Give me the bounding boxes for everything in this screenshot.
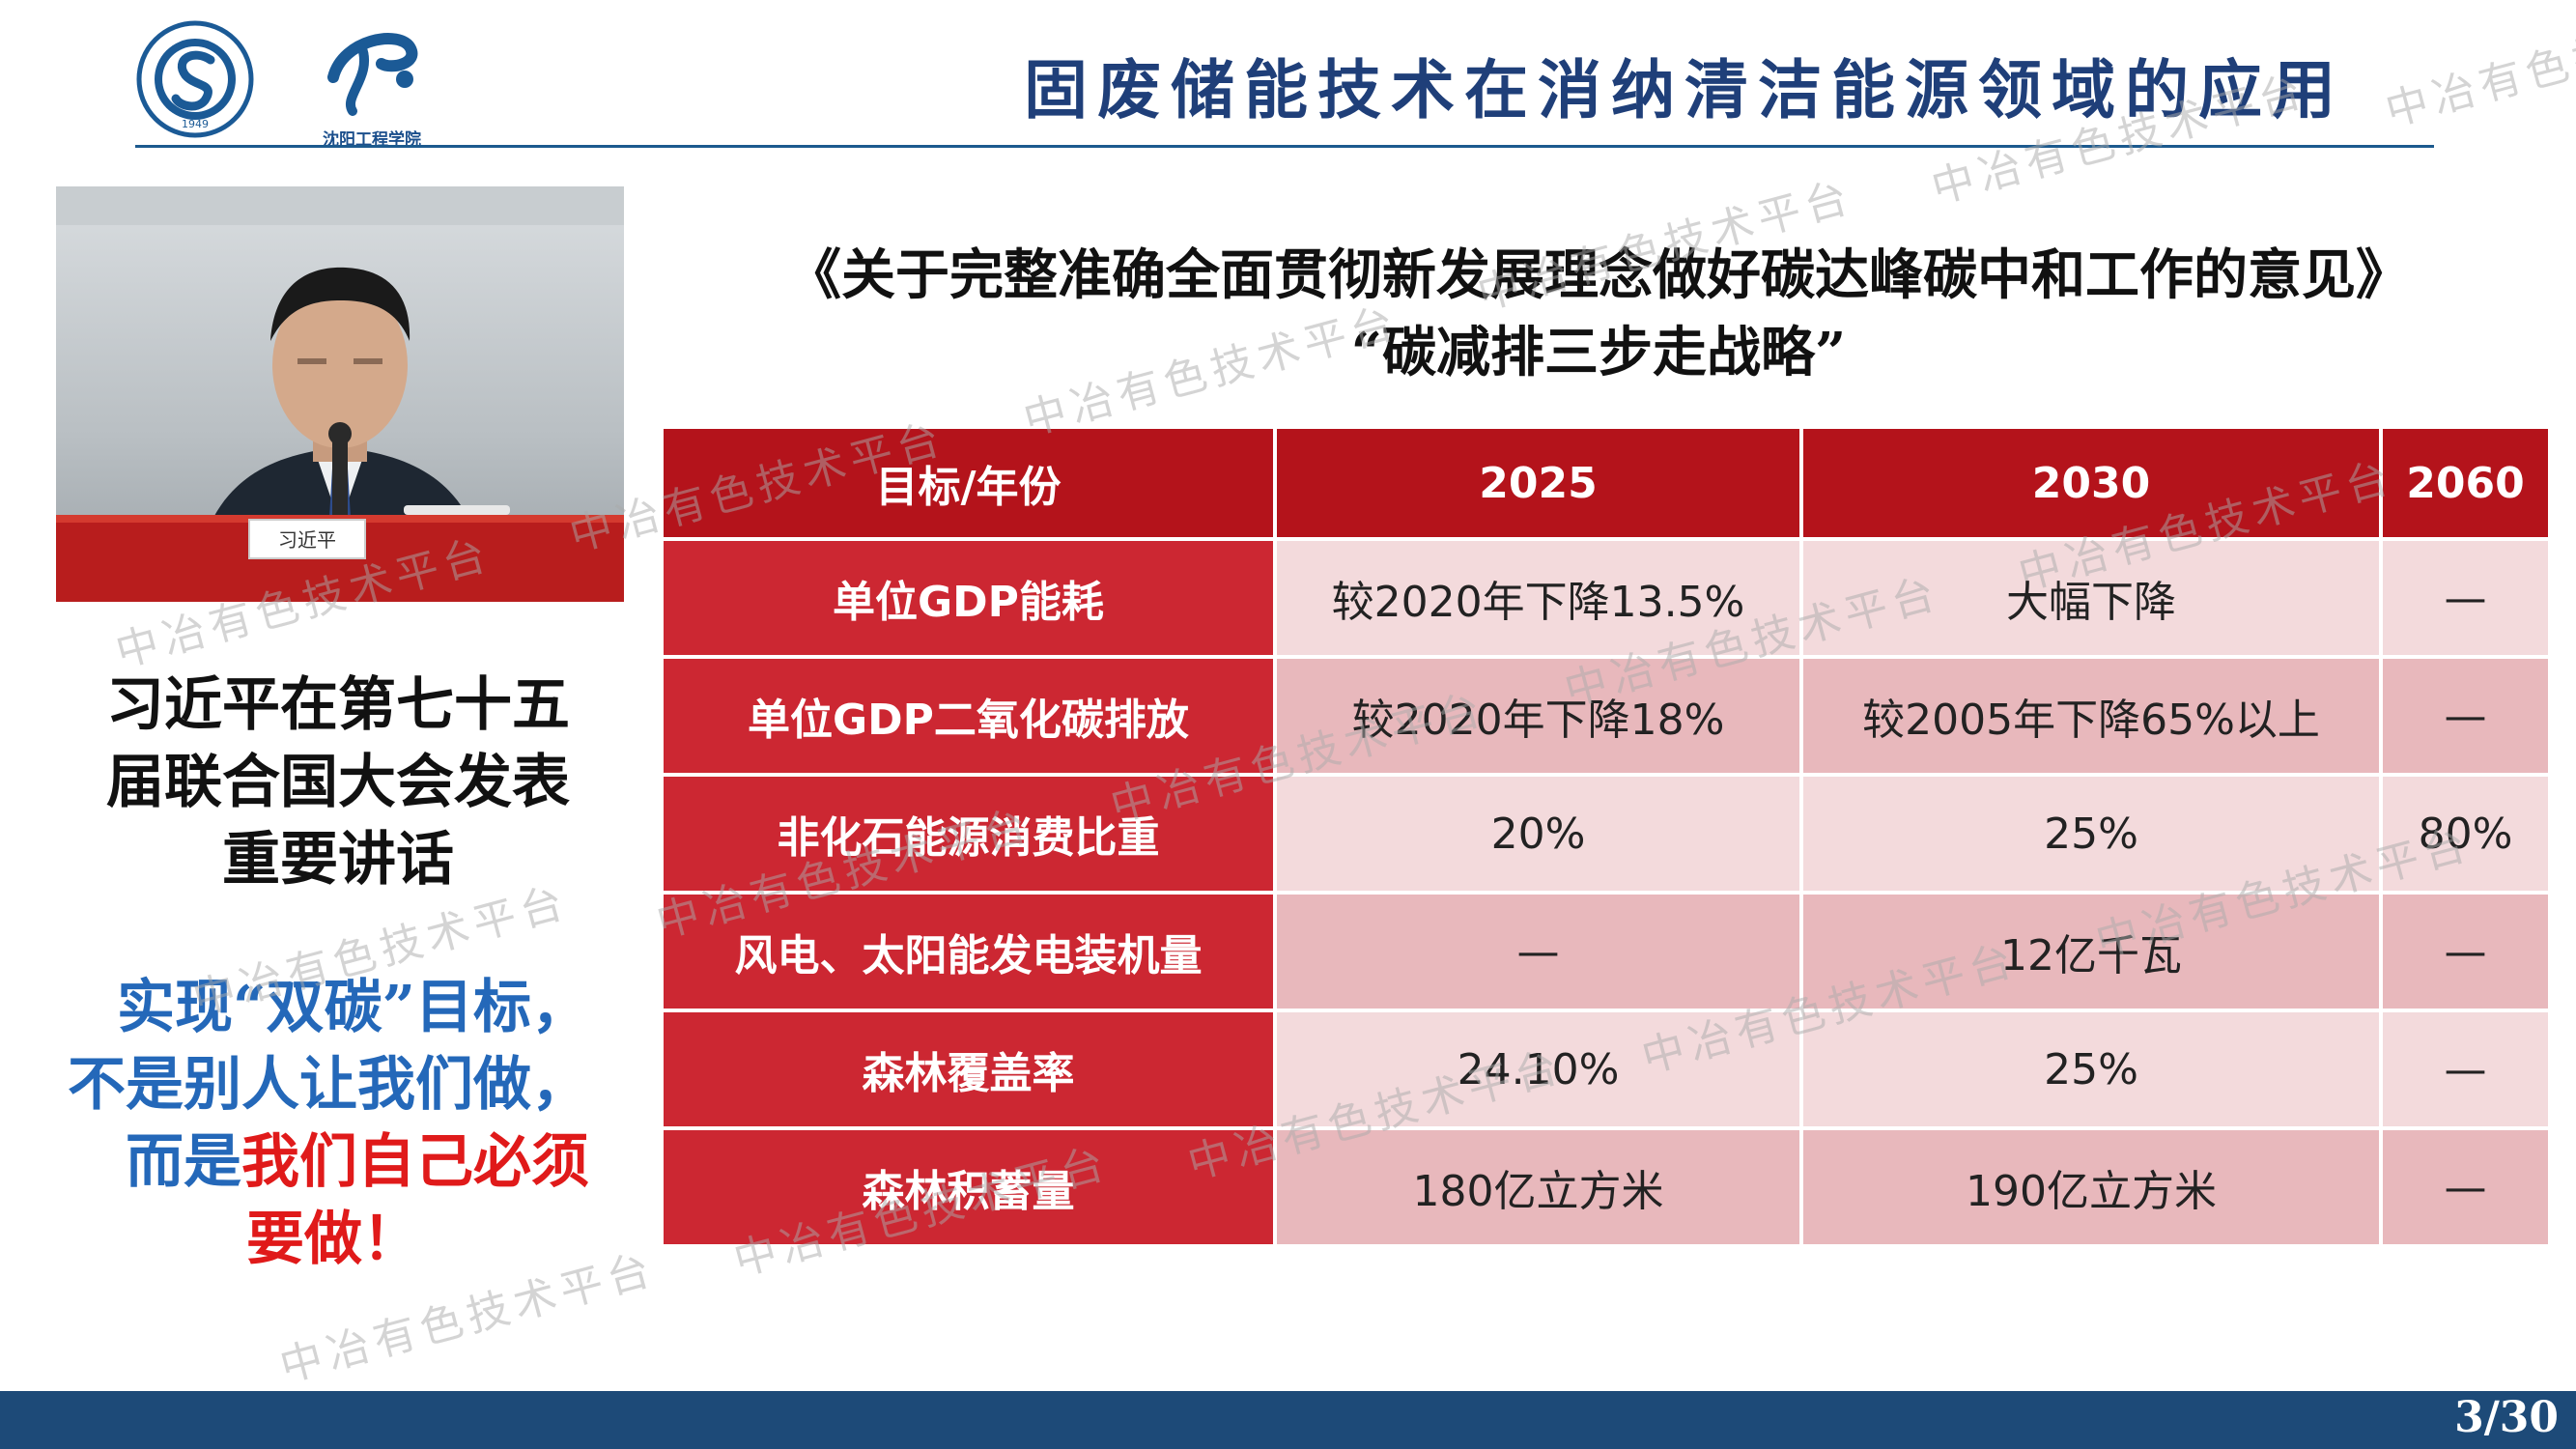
header-target-year: 目标/年份 (660, 425, 1277, 541)
caption-line: 习近平在第七十五 (106, 671, 570, 739)
cell-2060: — (2379, 655, 2552, 777)
row-label: 单位GDP二氧化碳排放 (660, 655, 1277, 777)
nameplate: 习近平 (278, 528, 336, 552)
header-2060: 2060 (2379, 425, 2552, 541)
cell-2030: 大幅下降 (1799, 537, 2383, 659)
institute-logo: 沈阳工程学院 (304, 19, 439, 150)
footer-bar (0, 1391, 2576, 1449)
speaker-photo: 习近平 (56, 186, 624, 602)
cell-2025: — (1273, 891, 1803, 1012)
quote-highlight: 我们自己必须 (241, 1128, 589, 1196)
table-row: 森林覆盖率 24.10% 25% — (660, 1009, 2552, 1130)
logo1-year: 1949 (182, 118, 209, 130)
header-2030: 2030 (1799, 425, 2383, 541)
carbon-targets-table: 目标/年份 2025 2030 2060 单位GDP能耗 较2020年下降13.… (660, 425, 2552, 1248)
header-divider (135, 145, 2434, 148)
slide-title: 固废储能技术在消纳清洁能源领域的应用 (1024, 52, 2345, 128)
quote-line-1: 实现“双碳”目标， (116, 974, 589, 1041)
caption-line: 重要讲话 (222, 826, 454, 894)
cell-2030: 25% (1799, 773, 2383, 895)
cell-2060: 80% (2379, 773, 2552, 895)
cell-2060: — (2379, 537, 2552, 659)
page-number: 3/30 (2454, 1393, 2559, 1442)
cell-2030: 较2005年下降65%以上 (1799, 655, 2383, 777)
header-2025: 2025 (1273, 425, 1803, 541)
row-label: 风电、太阳能发电装机量 (660, 891, 1277, 1012)
table-row: 非化石能源消费比重 20% 25% 80% (660, 773, 2552, 895)
cell-2030: 25% (1799, 1009, 2383, 1130)
table-row: 风电、太阳能发电装机量 — 12亿千瓦 — (660, 891, 2552, 1012)
table-row: 单位GDP能耗 较2020年下降13.5% 大幅下降 — (660, 537, 2552, 659)
cell-2060: — (2379, 1126, 2552, 1248)
speech-caption: 习近平在第七十五 届联合国大会发表 重要讲话 (39, 667, 637, 898)
strategy-subtitle: “碳减排三步走战略” (1350, 321, 1847, 384)
cell-2030: 190亿立方米 (1799, 1126, 2383, 1248)
table-row: 单位GDP二氧化碳排放 较2020年下降18% 较2005年下降65%以上 — (660, 655, 2552, 777)
caption-line: 届联合国大会发表 (106, 749, 570, 816)
table-header-row: 目标/年份 2025 2030 2060 (660, 425, 2552, 541)
cell-2060: — (2379, 891, 2552, 1012)
cell-2025: 24.10% (1273, 1009, 1803, 1130)
cell-2060: — (2379, 1009, 2552, 1130)
row-label: 森林积蓄量 (660, 1126, 1277, 1248)
dual-carbon-quote: 实现“双碳”目标， 不是别人让我们做， 而是我们自己必须 要做！ (19, 969, 589, 1278)
cell-2025: 较2020年下降18% (1273, 655, 1803, 777)
cell-2025: 20% (1273, 773, 1803, 895)
university-seal-logo: 1949 (135, 19, 256, 145)
cell-2025: 180亿立方米 (1273, 1126, 1803, 1248)
row-label: 单位GDP能耗 (660, 537, 1277, 659)
row-label: 森林覆盖率 (660, 1009, 1277, 1130)
watermark-text: 中冶有色技术平台 (2380, 0, 2576, 136)
quote-line-2: 不是别人让我们做， (68, 1051, 589, 1119)
document-title: 《关于完整准确全面贯彻新发展理念做好碳达峰碳中和工作的意见》 (787, 243, 2410, 307)
quote-line-3: 而是我们自己必须 (19, 1123, 589, 1201)
cell-2030: 12亿千瓦 (1799, 891, 2383, 1012)
quote-prefix: 而是 (126, 1128, 241, 1196)
table-row: 森林积蓄量 180亿立方米 190亿立方米 — (660, 1126, 2552, 1248)
cell-2025: 较2020年下降13.5% (1273, 537, 1803, 659)
quote-line-4: 要做！ (246, 1206, 420, 1273)
row-label: 非化石能源消费比重 (660, 773, 1277, 895)
